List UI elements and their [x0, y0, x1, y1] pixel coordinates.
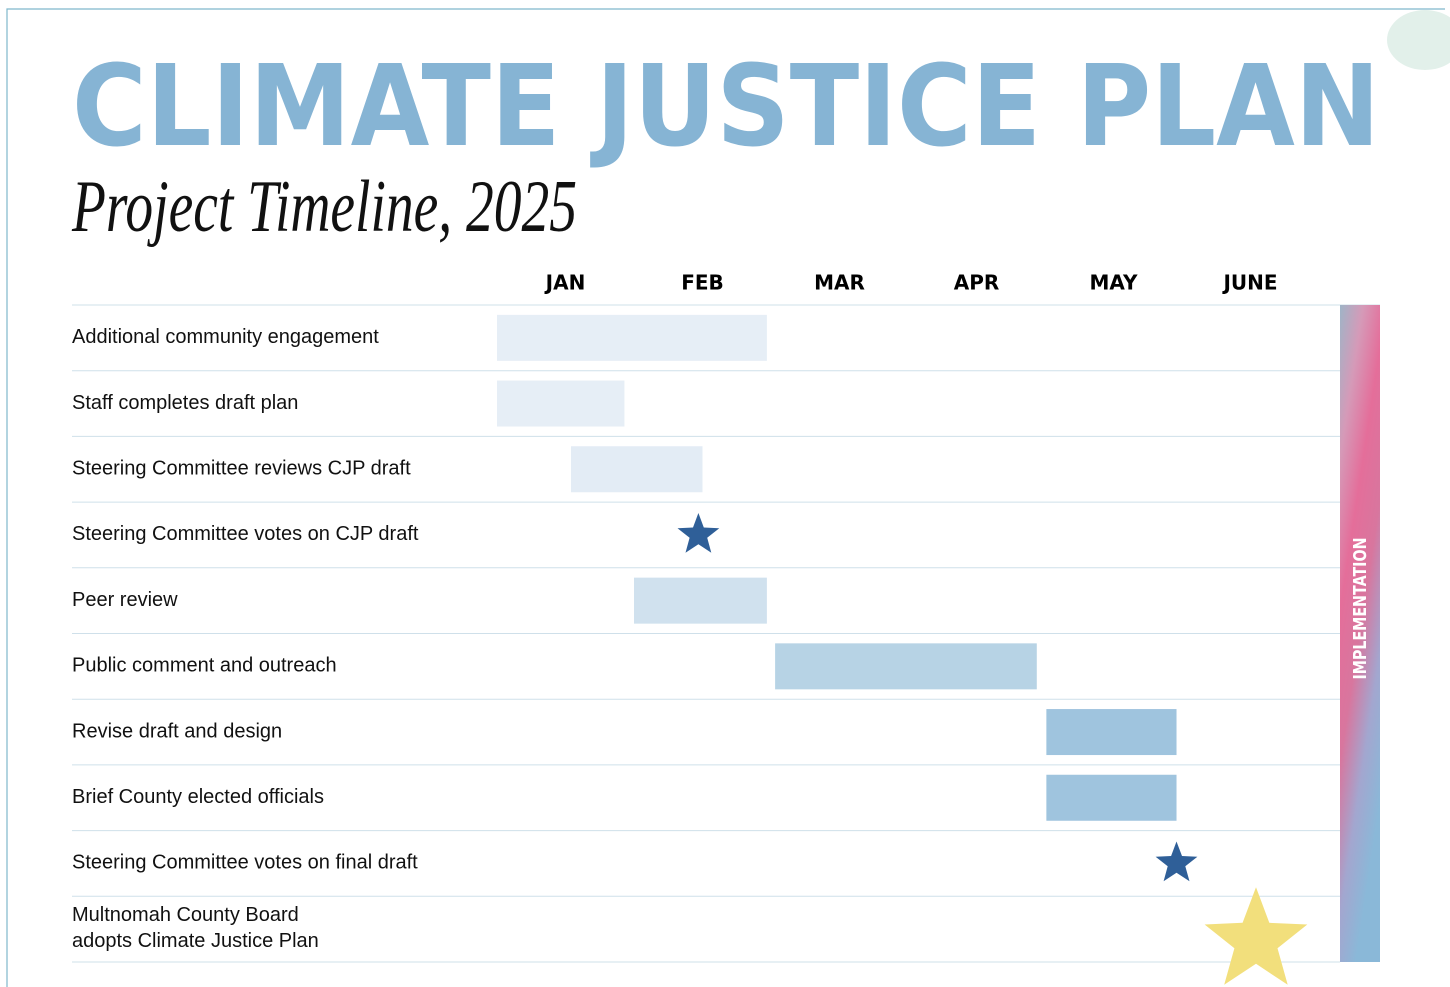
implementation-label: IMPLEMENTATION	[1350, 538, 1371, 680]
task-label: Public comment and outreach	[72, 655, 337, 677]
task-bar	[497, 315, 767, 361]
month-label: JAN	[544, 271, 586, 295]
task-bar	[1046, 709, 1176, 755]
milestone-star	[678, 513, 720, 553]
month-label: MAY	[1090, 271, 1138, 295]
task-label: Additional community engagement	[72, 326, 379, 348]
timeline-chart: CLIMATE JUSTICE PLAN Project Timeline, 2…	[0, 0, 1450, 987]
month-label: APR	[954, 271, 1000, 295]
task-label: Peer review	[72, 589, 178, 611]
task-bar	[1046, 775, 1176, 821]
month-label: JUNE	[1221, 271, 1277, 295]
task-label: Staff completes draft plan	[72, 392, 298, 414]
milestone-star	[1205, 887, 1308, 985]
month-label: FEB	[681, 271, 724, 295]
task-label: Revise draft and design	[72, 720, 282, 742]
task-bar	[497, 381, 624, 427]
subtitle: Project Timeline, 2025	[71, 166, 577, 248]
task-label: Steering Committee votes on final draft	[72, 852, 418, 874]
task-label: Brief County elected officials	[72, 786, 324, 808]
plot: JAN FEB MAR APR MAY JUNE Additional community …	[72, 271, 1380, 985]
task-bar	[634, 578, 767, 624]
task-bar	[775, 643, 1037, 689]
task-label: Steering Committee reviews CJP draft	[72, 458, 411, 480]
task-label: Steering Committee votes on CJP draft	[72, 523, 419, 545]
milestone-star	[1156, 842, 1198, 882]
decoration	[1387, 10, 1450, 70]
month-label: MAR	[814, 271, 865, 295]
task-bar	[571, 446, 703, 492]
title: CLIMATE JUSTICE PLAN	[72, 42, 1380, 172]
